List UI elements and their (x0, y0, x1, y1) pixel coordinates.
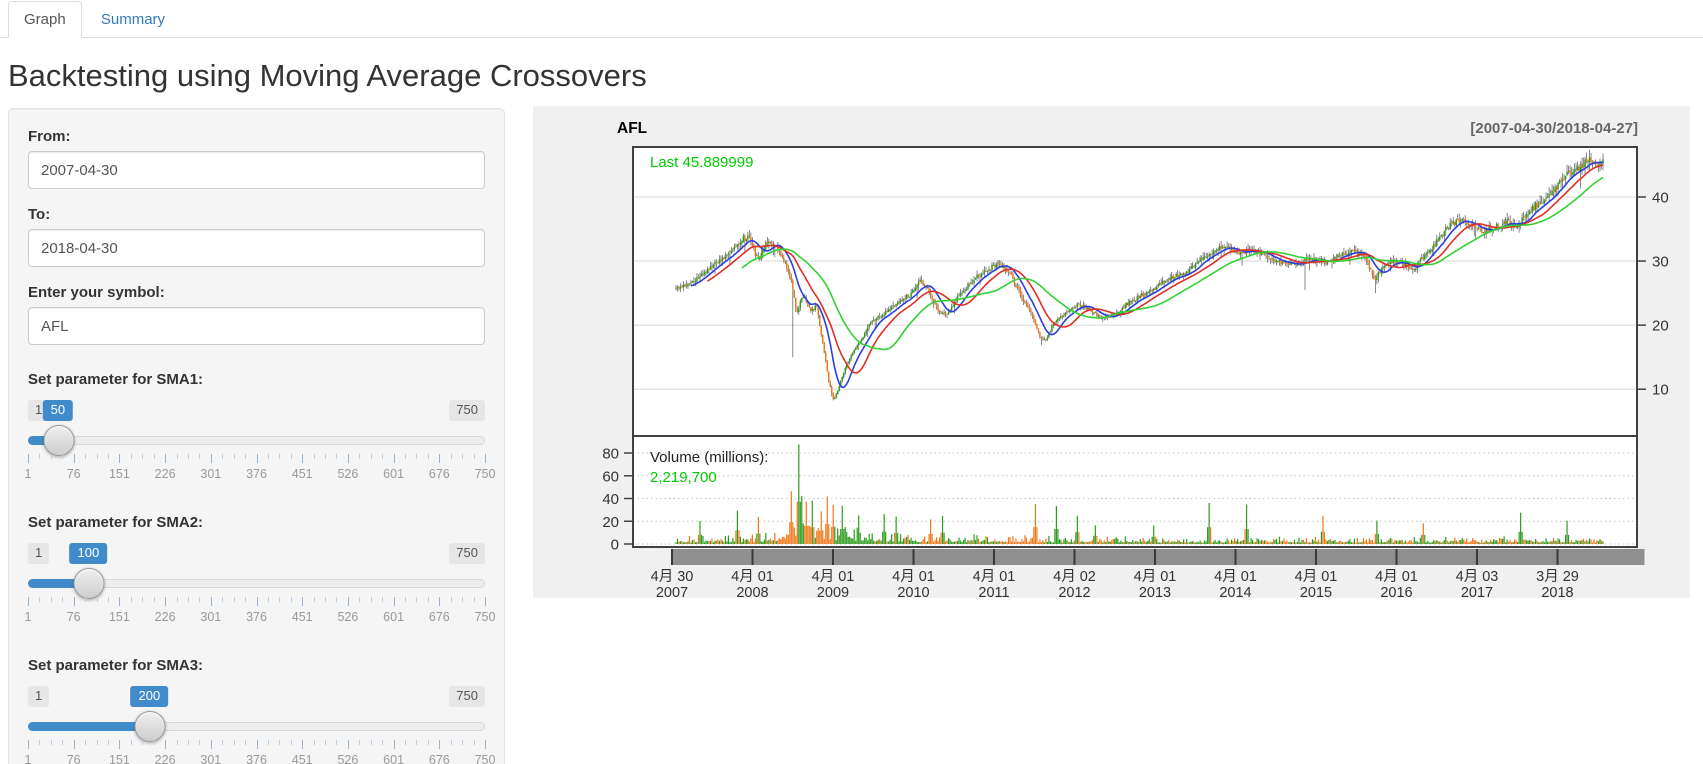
svg-text:2008: 2008 (736, 585, 768, 598)
from-label: From: (28, 128, 71, 145)
slider-value-badge: 50 (42, 400, 74, 421)
price-gridlines (633, 196, 1637, 390)
to-label: To: (28, 206, 51, 223)
svg-text:2010: 2010 (897, 585, 929, 598)
svg-text:2011: 2011 (978, 585, 1009, 598)
main-layout: From: To: Enter your symbol: Set paramet… (0, 106, 1703, 764)
to-field-group: To: (28, 206, 485, 267)
sma1-slider-label: Set parameter for SMA1: (28, 371, 204, 388)
svg-text:4月 01: 4月 01 (973, 569, 1016, 585)
svg-text:2016: 2016 (1380, 585, 1412, 598)
svg-text:3月 29: 3月 29 (1536, 569, 1579, 585)
symbol-label: Enter your symbol: (28, 284, 165, 301)
svg-text:4月 01: 4月 01 (892, 569, 935, 585)
slider-fill (28, 579, 89, 588)
symbol-input[interactable] (28, 307, 485, 345)
svg-text:4月 01: 4月 01 (1295, 569, 1338, 585)
price-axis: 10 20 30 40 (1637, 189, 1669, 399)
slider-track[interactable] (28, 711, 485, 742)
slider-fill (28, 722, 149, 731)
svg-text:60: 60 (602, 468, 619, 485)
stock-chart: 10 20 30 40 0 20 40 60 80 4月 30 2007 4月 01 2008 4月 01… (533, 106, 1690, 601)
svg-text:2013: 2013 (1139, 585, 1171, 598)
sidebar-panel: From: To: Enter your symbol: Set paramet… (8, 108, 505, 764)
slider-min-badge: 1 (28, 686, 50, 707)
last-price-label: Last 45.889999 (650, 154, 753, 171)
slider-max-badge: 750 (449, 543, 485, 564)
sma1-slider-group: Set parameter for SMA1: 1 750 50 1 76 151 2… (25, 371, 496, 488)
slider-fill (28, 436, 58, 445)
sma1-line (690, 161, 1604, 389)
slider-min-badge: 1 (28, 543, 50, 564)
sma2-line (707, 164, 1604, 374)
slider-grid: 1 76 151 226 301 376 451 526 601 676 750 (25, 597, 495, 629)
svg-text:4月 01: 4月 01 (731, 569, 774, 585)
slider-track[interactable] (28, 425, 485, 456)
sma2-slider-group: Set parameter for SMA2: 1 750 100 1 76 151… (25, 514, 496, 631)
volume-bars (675, 444, 1604, 544)
candles (675, 149, 1604, 401)
svg-text:2014: 2014 (1219, 585, 1251, 598)
volume-plot-border (632, 435, 1638, 548)
slider-max-badge: 750 (449, 400, 485, 421)
slider-handle[interactable] (73, 568, 105, 599)
slider-handle[interactable] (43, 425, 75, 456)
svg-text:2015: 2015 (1300, 585, 1332, 598)
svg-text:30: 30 (1652, 254, 1669, 271)
svg-text:4月 01: 4月 01 (1214, 569, 1257, 585)
page-title: Backtesting using Moving Average Crossov… (8, 58, 647, 93)
svg-text:2007: 2007 (656, 585, 688, 598)
tab-summary[interactable]: Summary (100, 11, 166, 28)
slider-max-badge: 750 (449, 686, 485, 707)
slider-value-badge: 100 (69, 543, 108, 564)
sma3-slider-group: Set parameter for SMA3: 1 750 200 1 76 151… (25, 657, 496, 764)
to-input[interactable] (28, 229, 485, 267)
from-input[interactable] (28, 151, 485, 189)
volume-axis: 0 20 40 60 80 (602, 446, 633, 554)
volume-title: Volume (millions): (650, 449, 768, 466)
tab-bar: Graph Summary (0, 0, 1703, 38)
svg-text:4月 01: 4月 01 (1134, 569, 1177, 585)
sma2-slider-label: Set parameter for SMA2: (28, 514, 204, 531)
chart-symbol-title: AFL (617, 120, 647, 137)
svg-text:20: 20 (1652, 318, 1669, 335)
svg-text:2012: 2012 (1058, 585, 1090, 598)
svg-text:4月 02: 4月 02 (1053, 569, 1096, 585)
slider-handle[interactable] (134, 711, 166, 742)
svg-text:4月 01: 4月 01 (1375, 569, 1418, 585)
x-axis-band (672, 549, 1645, 565)
plot-background (633, 147, 1637, 547)
symbol-field-group: Enter your symbol: (28, 284, 485, 345)
svg-text:20: 20 (602, 514, 619, 531)
svg-text:40: 40 (1652, 189, 1669, 206)
svg-text:4月 03: 4月 03 (1456, 569, 1499, 585)
chart-date-range: [2007-04-30/2018-04-27] (1470, 120, 1638, 137)
main-content: 10 20 30 40 0 20 40 60 80 4月 30 2007 4月 01 2008 4月 01… (505, 106, 1703, 601)
svg-text:2017: 2017 (1461, 585, 1493, 598)
svg-text:4月 01: 4月 01 (812, 569, 855, 585)
svg-text:40: 40 (602, 491, 619, 508)
slider-track[interactable] (28, 568, 485, 599)
svg-text:0: 0 (611, 537, 619, 554)
svg-text:4月 30: 4月 30 (651, 569, 694, 585)
sma3-slider-label: Set parameter for SMA3: (28, 657, 204, 674)
slider-value-badge: 200 (130, 686, 169, 707)
svg-text:10: 10 (1652, 382, 1669, 399)
svg-text:80: 80 (602, 446, 619, 463)
svg-text:2009: 2009 (817, 585, 849, 598)
sma3-line (741, 176, 1604, 351)
slider-grid: 1 76 151 226 301 376 451 526 601 676 750 (25, 454, 495, 486)
from-field-group: From: (28, 128, 485, 189)
svg-text:2018: 2018 (1541, 585, 1573, 598)
tab-graph[interactable]: Graph (8, 1, 82, 38)
last-volume-label: 2,219,700 (650, 469, 717, 486)
slider-grid: 1 76 151 226 301 376 451 526 601 676 750 (25, 740, 495, 764)
